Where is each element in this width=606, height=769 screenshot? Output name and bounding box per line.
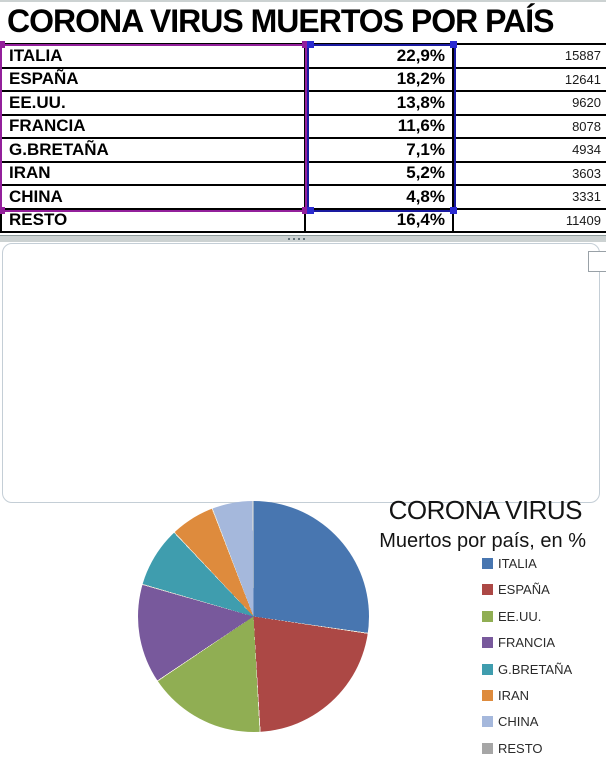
table-row: RESTO 16,4% 11409 (2, 209, 606, 233)
splitter-bar (0, 235, 606, 242)
percent-cell[interactable]: 11,6% (306, 115, 454, 137)
percent-cell[interactable]: 7,1% (306, 139, 454, 161)
legend-swatch (482, 742, 493, 754)
chart-title[interactable]: CORONA VIRUS (388, 495, 583, 525)
deaths-cell[interactable]: 12641 (564, 71, 601, 87)
table-row: ESPAÑA 18,2% 12641 (2, 68, 606, 92)
chart-legend: ITALIA ESPAÑA EE.UU. FRANCIA G.BRETAÑA IRAN CH… (482, 556, 573, 769)
legend-item[interactable]: CHINA (482, 714, 572, 730)
legend-label: FRANCIA (498, 635, 556, 651)
legend-label: RESTO (498, 740, 543, 756)
deaths-cell[interactable]: 8078 (572, 118, 601, 134)
deaths-cell[interactable]: 3603 (572, 165, 601, 181)
legend-item[interactable]: ESPAÑA (482, 582, 572, 598)
deaths-cell[interactable]: 11409 (565, 212, 601, 228)
legend-item[interactable]: EE.UU. (482, 608, 572, 624)
percent-cell[interactable]: 4,8% (306, 186, 454, 208)
selection-handle[interactable] (302, 207, 309, 214)
splitter-drag-handle-icon[interactable] (288, 238, 290, 240)
chart-frame[interactable]: CORONA VIRUS Muertos por país, en % ITAL… (2, 243, 600, 755)
legend-label: ESPAÑA (498, 582, 550, 598)
legend-item[interactable]: IRAN (482, 687, 572, 703)
percent-cell[interactable]: 5,2% (306, 162, 454, 184)
selection-handle[interactable] (302, 41, 309, 48)
legend-item[interactable]: RESTO (482, 740, 572, 756)
table-row: IRAN 5,2% 3603 (2, 162, 606, 186)
category-selection-range[interactable] (0, 44, 307, 212)
legend-swatch (482, 558, 493, 569)
values-selection-range[interactable] (307, 44, 456, 212)
percent-cell[interactable]: 22,9% (306, 45, 454, 67)
chart-subtitle[interactable]: Muertos por país, en % (379, 530, 586, 552)
legend-label: EE.UU. (498, 608, 542, 624)
table-row: FRANCIA 11,6% 8078 (2, 115, 606, 139)
deaths-cell[interactable]: 9620 (572, 95, 601, 111)
percent-cell[interactable]: 16,4% (306, 209, 454, 231)
selection-handle[interactable] (0, 207, 5, 214)
selection-handle[interactable] (450, 41, 457, 48)
legend-swatch (482, 716, 493, 728)
pie-chart[interactable] (138, 501, 369, 732)
legend-item[interactable]: G.BRETAÑA (482, 661, 573, 677)
legend-swatch (482, 637, 493, 649)
selection-handle[interactable] (0, 41, 5, 48)
selection-handle[interactable] (307, 207, 314, 214)
legend-swatch (482, 610, 493, 622)
legend-item[interactable]: ITALIA (482, 556, 572, 571)
deaths-table: ITALIA 22,9% 15887 ESPAÑA 18,2% 12641 EE.UU. 13… (0, 43, 606, 233)
selection-handle[interactable] (307, 41, 314, 48)
chart-selection-handle[interactable] (588, 251, 606, 272)
legend-label: ITALIA (498, 556, 537, 571)
percent-cell[interactable]: 18,2% (306, 68, 454, 90)
percent-cell[interactable]: 13,8% (306, 92, 454, 114)
table-row: G.BRETAÑA 7,1% 4934 (2, 139, 606, 163)
deaths-cell[interactable]: 4934 (572, 142, 601, 158)
table-row: ITALIA 22,9% 15887 (2, 45, 606, 69)
country-cell[interactable]: RESTO (2, 209, 306, 231)
legend-label: G.BRETAÑA (498, 661, 573, 677)
table-row: EE.UU. 13,8% 9620 (2, 92, 606, 116)
legend-label: IRAN (498, 687, 530, 703)
legend-swatch (482, 663, 493, 675)
deaths-cell[interactable]: 15887 (564, 48, 601, 64)
deaths-cell[interactable]: 3331 (572, 189, 601, 205)
legend-item[interactable]: FRANCIA (482, 635, 572, 651)
page-title[interactable]: CORONA VIRUS MUERTOS POR PAÍS (7, 3, 554, 39)
legend-label: CHINA (498, 714, 539, 730)
window-top-edge (0, 0, 606, 2)
selection-handle[interactable] (450, 207, 457, 214)
legend-swatch (482, 689, 493, 701)
legend-swatch (482, 584, 493, 596)
